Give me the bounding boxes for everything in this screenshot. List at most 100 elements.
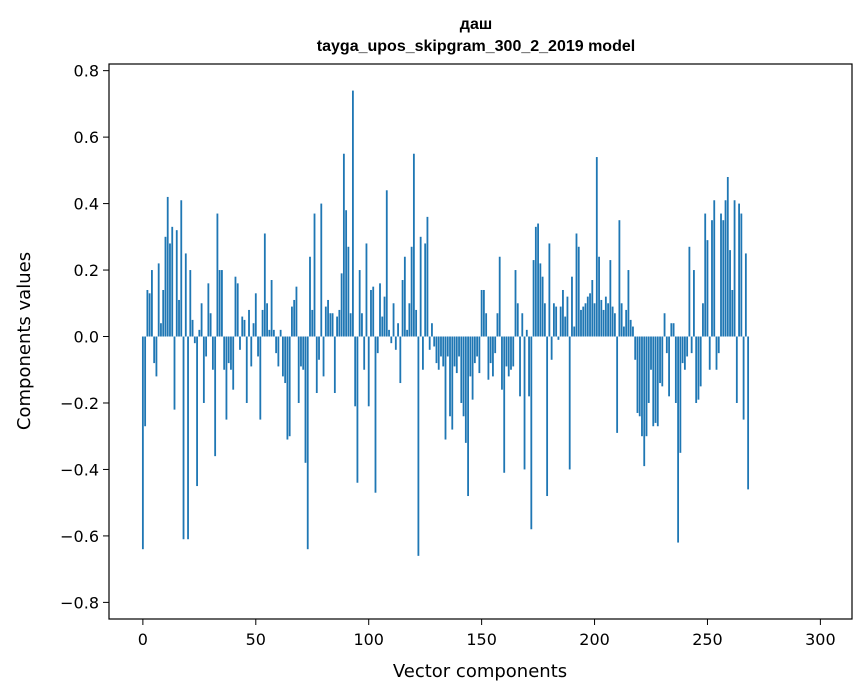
bar xyxy=(225,336,228,420)
bar xyxy=(160,323,162,337)
bar xyxy=(489,336,492,364)
bar xyxy=(462,336,465,417)
bar xyxy=(401,280,404,337)
bar xyxy=(552,303,555,337)
bar xyxy=(428,336,431,350)
bar xyxy=(302,336,305,370)
bar xyxy=(620,303,623,337)
bar xyxy=(352,90,354,337)
x-tick-label: 0 xyxy=(138,630,148,649)
y-tick-label: 0.8 xyxy=(74,62,99,81)
bar xyxy=(548,243,551,337)
bar xyxy=(415,309,418,337)
bar xyxy=(444,336,447,440)
bar xyxy=(243,319,246,337)
bar xyxy=(394,336,397,350)
bar xyxy=(263,233,266,337)
bar xyxy=(431,323,433,337)
bar xyxy=(365,243,368,337)
bar xyxy=(426,216,429,337)
bar xyxy=(602,309,605,337)
bar xyxy=(214,336,217,457)
bar xyxy=(383,296,386,337)
bar xyxy=(329,313,332,337)
bar xyxy=(376,336,379,354)
bar xyxy=(433,336,436,347)
bar xyxy=(435,336,438,364)
bar xyxy=(320,203,323,337)
bar xyxy=(410,246,413,337)
bar xyxy=(279,329,282,337)
bar xyxy=(153,336,156,364)
bar xyxy=(169,243,171,337)
bar xyxy=(313,213,316,337)
bar xyxy=(261,309,264,337)
y-tick-label: −0.2 xyxy=(60,394,99,413)
bar xyxy=(690,336,693,354)
bar xyxy=(546,336,549,497)
bar xyxy=(699,336,702,387)
bar xyxy=(248,309,250,337)
bar xyxy=(492,336,494,377)
bar xyxy=(537,223,539,337)
bar xyxy=(507,336,510,377)
bar xyxy=(530,336,533,530)
x-tick-label: 200 xyxy=(579,630,610,649)
bar xyxy=(735,336,738,403)
bar xyxy=(322,336,325,377)
bar xyxy=(419,236,422,337)
bar xyxy=(566,296,569,337)
bar xyxy=(516,303,519,337)
bar xyxy=(354,336,357,407)
bar xyxy=(422,336,424,370)
bar xyxy=(512,336,515,367)
bar xyxy=(618,220,621,337)
bar xyxy=(270,280,273,337)
bar xyxy=(528,336,530,397)
bar xyxy=(324,306,327,337)
bar xyxy=(654,336,657,423)
bar xyxy=(738,203,740,337)
bar xyxy=(275,336,278,354)
bar xyxy=(498,256,501,337)
bar xyxy=(202,336,205,403)
bar xyxy=(392,303,395,337)
bar xyxy=(449,336,451,417)
bar xyxy=(291,306,293,337)
bar xyxy=(306,336,309,550)
bar xyxy=(591,280,594,337)
bar xyxy=(458,336,460,357)
bar xyxy=(647,336,650,403)
bar xyxy=(496,313,499,337)
bar xyxy=(713,200,716,337)
bar xyxy=(665,336,668,354)
x-tick-label: 100 xyxy=(353,630,384,649)
bar xyxy=(266,303,268,337)
x-tick-label: 300 xyxy=(805,630,836,649)
bar xyxy=(182,336,185,540)
bar xyxy=(259,336,262,420)
bar xyxy=(250,336,253,367)
bar xyxy=(338,309,341,337)
bar xyxy=(584,303,587,337)
bar xyxy=(424,243,427,337)
bar xyxy=(722,220,725,337)
bar xyxy=(381,316,384,337)
bar xyxy=(257,336,259,357)
bar xyxy=(582,306,585,337)
bar xyxy=(144,336,147,427)
bar xyxy=(586,296,589,337)
bar xyxy=(589,293,591,337)
bar xyxy=(146,289,149,337)
bar xyxy=(503,336,506,473)
bar xyxy=(652,336,655,427)
bars-group xyxy=(141,90,750,556)
bar xyxy=(211,336,214,370)
bar xyxy=(171,226,174,337)
bar xyxy=(268,329,271,337)
y-tick-label: 0.2 xyxy=(74,261,99,280)
bar xyxy=(519,336,521,397)
bar xyxy=(232,336,235,390)
bar xyxy=(598,256,600,337)
